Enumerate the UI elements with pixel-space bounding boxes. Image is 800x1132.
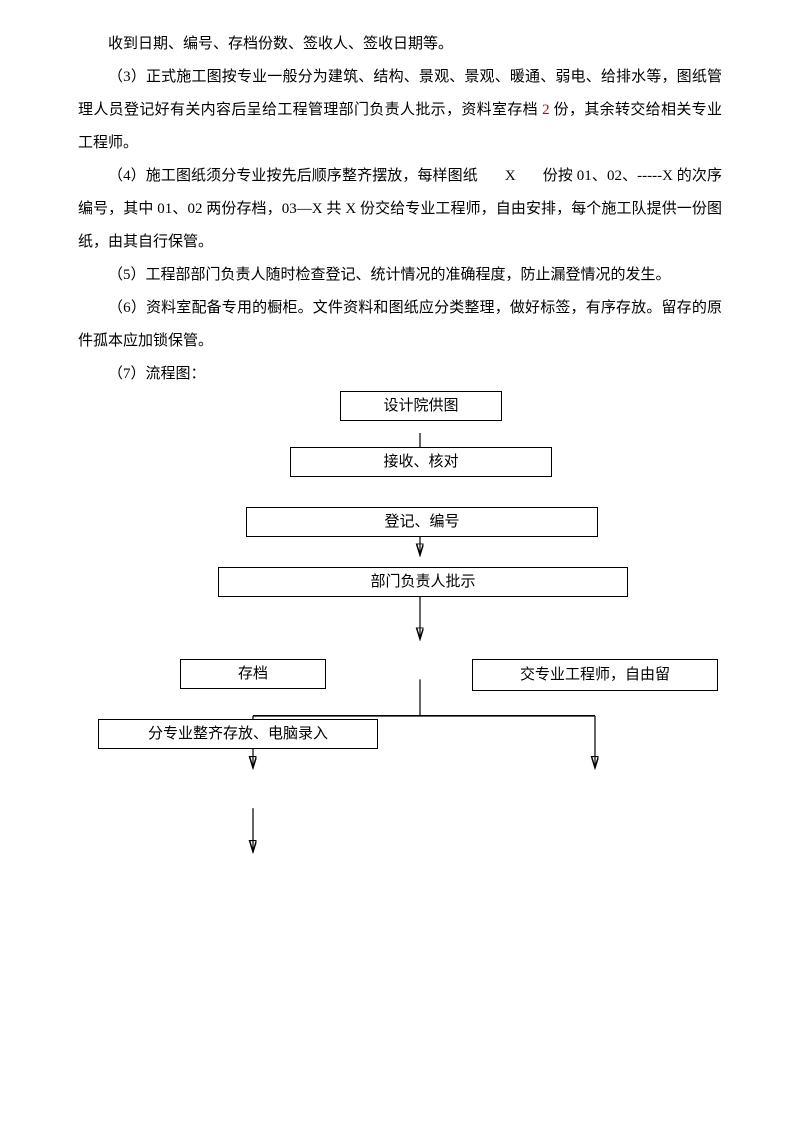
flow-node-n7: 分专业整齐存放、电脑录入 [98,719,378,749]
flow-node-n5: 存档 [180,659,326,689]
para-6: （6）资料室配备专用的橱柜。文件资料和图纸应分类整理，做好标签，有序存放。留存的… [78,292,722,358]
flow-node-n2: 接收、核对 [290,447,552,477]
flow-node-n1: 设计院供图 [340,391,502,421]
red-number: 2 [542,102,550,118]
para-1: 收到日期、编号、存档份数、签收人、签收日期等。 [78,28,722,61]
page-root: { "paragraphs": { "p1": "收到日期、编号、存档份数、签收… [0,0,800,1132]
para-3: （3）正式施工图按专业一般分为建筑、结构、景观、景观、暖通、弱电、给排水等，图纸… [78,61,722,160]
para-7: （7）流程图： [78,358,722,391]
flow-node-n4: 部门负责人批示 [218,567,628,597]
text: （7）流程图： [108,366,206,382]
flow-node-n3: 登记、编号 [246,507,598,537]
text: （5）工程部部门负责人随时检查登记、统计情况的准确程度，防止漏登情况的发生。 [108,267,671,283]
para-4: （4）施工图纸须分专业按先后顺序整齐摆放，每样图纸X份按 01、02、-----… [78,160,722,259]
text: （6）资料室配备专用的橱柜。文件资料和图纸应分类整理，做好标签，有序存放。留存的… [78,300,722,349]
text: X [505,168,516,184]
para-5: （5）工程部部门负责人随时检查登记、统计情况的准确程度，防止漏登情况的发生。 [78,259,722,292]
flow-node-n6: 交专业工程师，自由留 [472,659,718,691]
flowchart: 设计院供图接收、核对登记、编号部门负责人批示存档 交专业工程师，自由留分专业整齐存… [78,391,722,951]
text: 收到日期、编号、存档份数、签收人、签收日期等。 [108,36,453,52]
text: （4）施工图纸须分专业按先后顺序整齐摆放，每样图纸 [108,168,478,184]
